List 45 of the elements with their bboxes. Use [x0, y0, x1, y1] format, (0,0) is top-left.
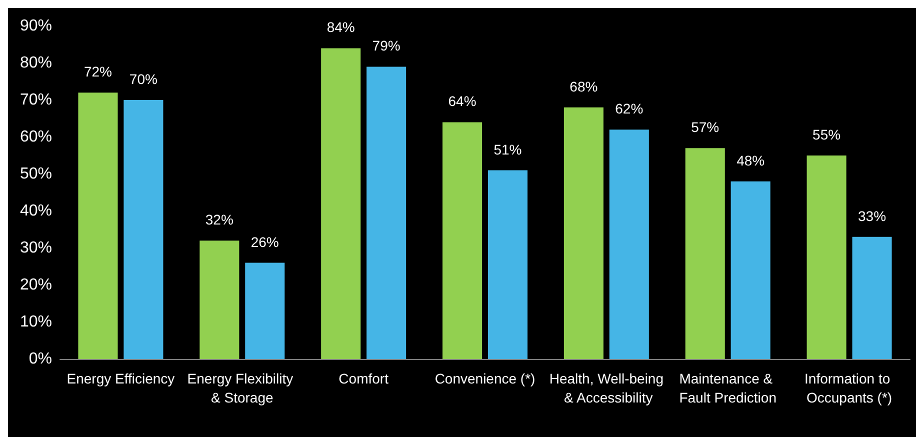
bar [806, 156, 846, 359]
data-label: 64% [448, 93, 476, 110]
bar [321, 48, 361, 359]
x-tick-label: Convenience (*) [434, 370, 536, 386]
y-tick-label: 10% [20, 314, 52, 330]
bar [366, 66, 406, 359]
bar [124, 100, 164, 359]
y-tick-label: 50% [20, 166, 52, 182]
bar [245, 262, 285, 359]
y-tick-label: 80% [20, 54, 52, 72]
data-label: 51% [494, 141, 522, 158]
bar [78, 92, 118, 359]
data-label: 70% [129, 71, 158, 87]
data-label: 32% [205, 212, 234, 228]
y-tick-label: 70% [20, 92, 52, 108]
x-tick-label: Health, Well-being & Accessibility [549, 370, 664, 406]
y-tick-label: 40% [20, 202, 52, 220]
y-tick-label: 60% [20, 128, 52, 146]
bar [442, 122, 482, 359]
x-tick-label: Information to Occupants (*) [804, 370, 894, 406]
data-label: 57% [691, 119, 720, 136]
bar [685, 148, 725, 359]
data-label: 62% [615, 100, 644, 117]
data-label: 72% [84, 64, 112, 80]
x-tick-label: Maintenance & Fault Prediction [679, 370, 777, 406]
y-tick-label: 0% [28, 350, 52, 368]
bar [200, 240, 240, 359]
bar [488, 170, 528, 359]
bar [609, 130, 649, 359]
bar [564, 107, 604, 359]
y-tick-label: 90% [20, 18, 52, 34]
x-tick-label: Energy Flexibility & Storage [187, 370, 297, 406]
data-label: 68% [570, 78, 598, 94]
data-label: 48% [736, 152, 765, 168]
data-label: 26% [250, 234, 279, 250]
data-label: 84% [326, 19, 355, 36]
x-tick-label: Energy Efficiency [66, 370, 175, 386]
y-tick-label: 30% [20, 240, 52, 256]
bar [852, 236, 892, 359]
x-tick-label: Comfort [338, 370, 389, 386]
y-tick-label: 20% [20, 276, 52, 294]
data-label: 55% [812, 126, 841, 142]
data-label: 33% [858, 208, 886, 224]
bar [730, 181, 770, 359]
data-label: 79% [372, 38, 400, 54]
